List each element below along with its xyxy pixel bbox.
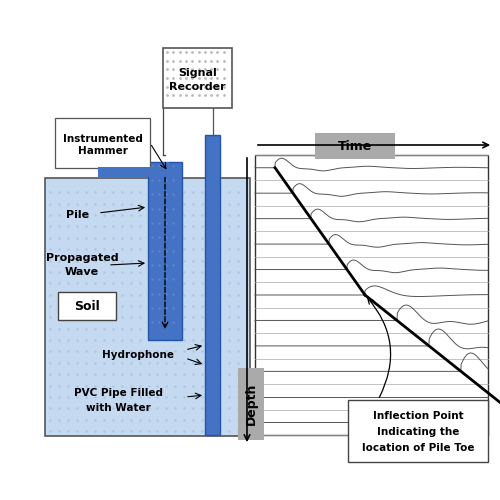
Bar <box>348 400 488 462</box>
Bar <box>55 118 150 168</box>
Text: Indicating the: Indicating the <box>377 427 459 437</box>
Bar <box>98 167 178 177</box>
Bar <box>238 368 264 440</box>
Text: with Water: with Water <box>86 403 150 413</box>
Bar <box>58 292 116 320</box>
Text: Instrumented: Instrumented <box>62 134 142 144</box>
Text: Time: Time <box>338 140 372 152</box>
Text: location of Pile Toe: location of Pile Toe <box>362 443 474 453</box>
Text: Recorder: Recorder <box>169 82 226 92</box>
Bar <box>161 162 169 167</box>
Bar <box>205 135 220 435</box>
Text: PVC Pipe Filled: PVC Pipe Filled <box>74 388 162 398</box>
Bar <box>255 155 488 435</box>
Bar <box>163 48 232 108</box>
Text: Wave: Wave <box>65 267 99 277</box>
Text: Depth: Depth <box>244 383 258 425</box>
Bar <box>315 133 395 159</box>
Text: Propagated: Propagated <box>46 253 118 263</box>
Text: Pile: Pile <box>66 210 90 220</box>
Bar <box>45 178 250 436</box>
Text: Hydrophone: Hydrophone <box>102 350 174 360</box>
Text: Signal: Signal <box>178 68 217 78</box>
Bar <box>148 162 182 340</box>
Text: Hammer: Hammer <box>78 146 128 156</box>
Text: Soil: Soil <box>74 300 100 312</box>
Text: Inflection Point: Inflection Point <box>372 411 464 421</box>
